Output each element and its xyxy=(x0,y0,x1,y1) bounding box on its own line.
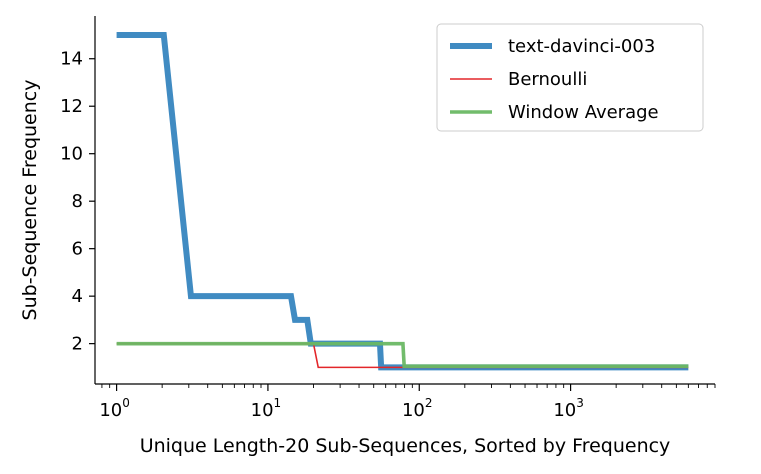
y-axis-title: Sub-Sequence Frequency xyxy=(19,80,41,321)
legend-label-3: Window Average xyxy=(508,102,659,123)
x-tick-label: 101 xyxy=(251,396,282,421)
series-line-1 xyxy=(116,31,689,371)
y-tick-label: 2 xyxy=(72,334,83,355)
y-tick-label: 12 xyxy=(60,96,83,117)
y-tick-label: 8 xyxy=(72,191,83,212)
y-tick-label: 14 xyxy=(60,49,83,70)
x-tick-label: 100 xyxy=(99,396,130,421)
series-layer xyxy=(116,31,689,371)
series-line-3 xyxy=(116,341,689,368)
x-tick-label: 102 xyxy=(402,396,433,421)
x-axis-title: Unique Length-20 Sub-Sequences, Sorted b… xyxy=(140,435,671,457)
legend: text-davinci-003 Bernoulli Window Average xyxy=(436,23,704,132)
legend-label-1: text-davinci-003 xyxy=(508,36,655,57)
ticks-layer: 2 4 6 8 10 12 14 100 101 102 103 xyxy=(60,49,716,421)
y-tick-label: 4 xyxy=(72,286,83,307)
legend-label-2: Bernoulli xyxy=(508,69,587,90)
y-tick-label: 6 xyxy=(72,239,83,260)
x-tick-label: 103 xyxy=(553,396,584,421)
y-tick-label: 10 xyxy=(60,144,83,165)
legend-frame xyxy=(436,23,704,132)
